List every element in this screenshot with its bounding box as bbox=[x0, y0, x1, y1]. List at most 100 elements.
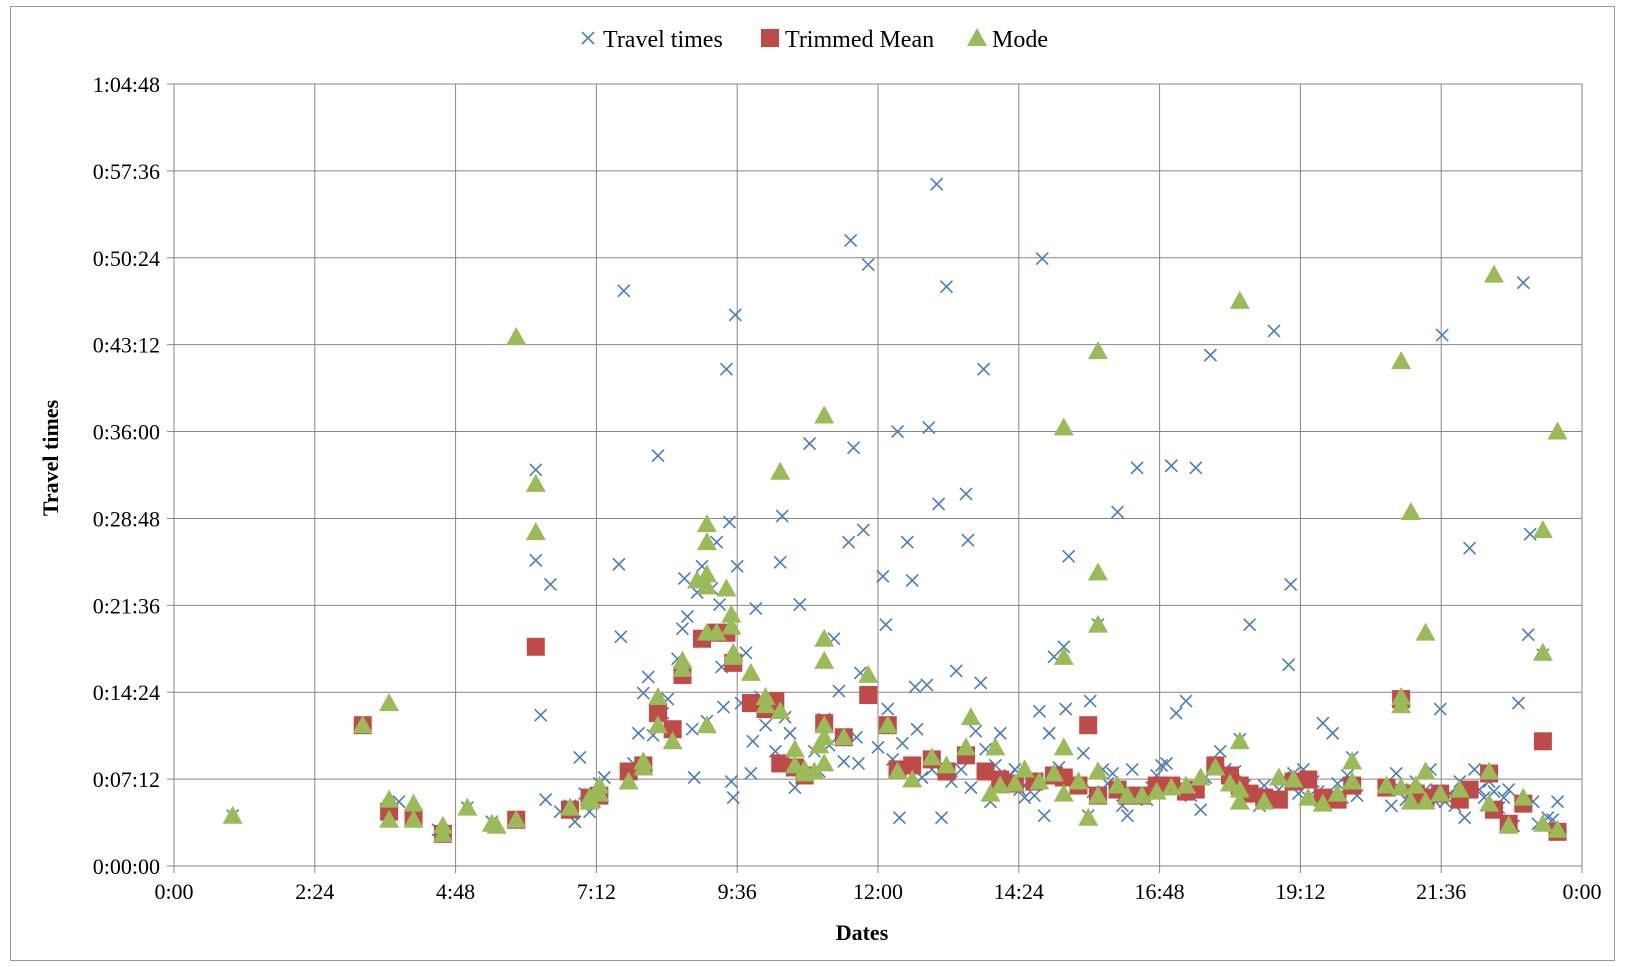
mode-point bbox=[1117, 785, 1138, 804]
mode-point bbox=[814, 650, 835, 669]
mode-point bbox=[1161, 777, 1182, 796]
mode-point bbox=[985, 737, 1006, 756]
mode-point bbox=[770, 701, 791, 720]
legend: Travel times Trimmed Mean Mode bbox=[581, 27, 1048, 53]
travel-time-point bbox=[1125, 762, 1139, 777]
mode-point bbox=[696, 514, 717, 533]
mode-point bbox=[1229, 731, 1250, 750]
trimmed-mean-point bbox=[526, 637, 545, 656]
travel-time-point bbox=[908, 680, 922, 694]
mode-point bbox=[1004, 773, 1025, 792]
mode-point bbox=[1088, 785, 1108, 804]
travel-time-point bbox=[934, 811, 949, 825]
travel-time-point bbox=[892, 811, 907, 825]
mode-point bbox=[648, 687, 668, 706]
mode-point bbox=[1391, 695, 1412, 714]
mode-point bbox=[936, 755, 957, 774]
travel-time-point bbox=[881, 702, 895, 716]
mode-point bbox=[560, 797, 580, 816]
travel-time-point bbox=[1159, 756, 1174, 770]
mode-point bbox=[1229, 779, 1250, 798]
travel-time-point bbox=[1511, 696, 1526, 710]
travel-time-point bbox=[724, 774, 738, 789]
mode-point bbox=[696, 564, 717, 583]
mode-point bbox=[716, 578, 737, 597]
mode-point bbox=[1053, 783, 1074, 802]
mode-point bbox=[618, 771, 639, 790]
chart-frame bbox=[10, 6, 1615, 961]
travel-time-point bbox=[1059, 702, 1073, 716]
mode-point bbox=[1547, 819, 1568, 838]
series-x bbox=[226, 177, 1565, 841]
mode-point bbox=[1298, 787, 1319, 806]
trimmed-mean-point bbox=[663, 720, 682, 739]
mode-point bbox=[525, 522, 546, 541]
mode-point bbox=[814, 715, 835, 734]
travel-time-point bbox=[1326, 726, 1340, 740]
travel-time-point bbox=[1467, 762, 1482, 777]
travel-time-point bbox=[1282, 658, 1296, 672]
travel-time-point bbox=[677, 571, 691, 585]
mode-point bbox=[1391, 777, 1412, 796]
x-tick-label: 0:00 bbox=[154, 879, 193, 904]
mode-point bbox=[960, 707, 981, 726]
mode-point bbox=[804, 761, 825, 780]
mode-point bbox=[921, 747, 942, 766]
mode-point bbox=[1176, 775, 1196, 794]
travel-time-point bbox=[1521, 628, 1535, 642]
mode-point bbox=[814, 753, 835, 772]
mode-point bbox=[352, 715, 373, 734]
travel-time-point bbox=[851, 756, 866, 770]
travel-time-point bbox=[949, 664, 963, 678]
travel-time-point bbox=[1389, 766, 1403, 781]
mode-point bbox=[1415, 761, 1436, 780]
travel-time-point bbox=[1462, 541, 1477, 555]
trimmed-mean-point bbox=[1079, 716, 1098, 735]
mode-point bbox=[1532, 642, 1553, 661]
travel-time-point bbox=[1037, 809, 1051, 823]
travel-time-point bbox=[832, 684, 846, 698]
travel-time-point bbox=[1179, 694, 1193, 708]
mode-point bbox=[1415, 791, 1436, 810]
mode-point bbox=[1532, 520, 1553, 539]
travel-time-point bbox=[746, 734, 760, 748]
mode-point bbox=[1376, 775, 1397, 794]
travel-time-point bbox=[641, 670, 655, 684]
travel-time-point bbox=[749, 601, 763, 616]
trimmed-mean-point bbox=[1533, 732, 1552, 751]
mode-point bbox=[814, 727, 835, 746]
travel-time-point bbox=[1042, 726, 1056, 740]
travel-time-point bbox=[726, 791, 740, 805]
mode-point bbox=[1327, 783, 1348, 802]
travel-time-point bbox=[844, 233, 858, 248]
y-tick-label: 0:50:24 bbox=[93, 246, 160, 271]
y-tick-label: 0:36:00 bbox=[93, 420, 160, 445]
travel-time-point bbox=[716, 700, 731, 714]
mode-point bbox=[956, 737, 976, 756]
legend-item: Trimmed Mean bbox=[761, 27, 934, 53]
mode-point bbox=[633, 751, 654, 770]
travel-time-point bbox=[773, 555, 787, 569]
mode-point bbox=[432, 823, 453, 842]
mode-point bbox=[1430, 783, 1451, 802]
mode-point bbox=[1078, 807, 1099, 826]
mode-point bbox=[1415, 622, 1436, 641]
travel-time-point bbox=[954, 762, 968, 777]
travel-time-point bbox=[1384, 799, 1398, 813]
x-tick-label: 9:36 bbox=[718, 879, 757, 904]
mode-point bbox=[877, 715, 898, 734]
mode-point bbox=[1342, 771, 1363, 790]
travel-time-point bbox=[538, 793, 553, 807]
travel-time-point bbox=[631, 726, 646, 740]
travel-time-point bbox=[1076, 746, 1090, 760]
mode-point bbox=[1342, 751, 1363, 770]
travel-time-point bbox=[1284, 577, 1298, 591]
y-tick-label: 1:04:48 bbox=[93, 72, 160, 97]
travel-time-point bbox=[993, 726, 1007, 740]
legend-marker bbox=[581, 31, 595, 45]
mode-point bbox=[1547, 421, 1568, 440]
series-square bbox=[353, 623, 1567, 843]
travel-time-point bbox=[1083, 694, 1097, 708]
mode-point bbox=[902, 769, 923, 788]
